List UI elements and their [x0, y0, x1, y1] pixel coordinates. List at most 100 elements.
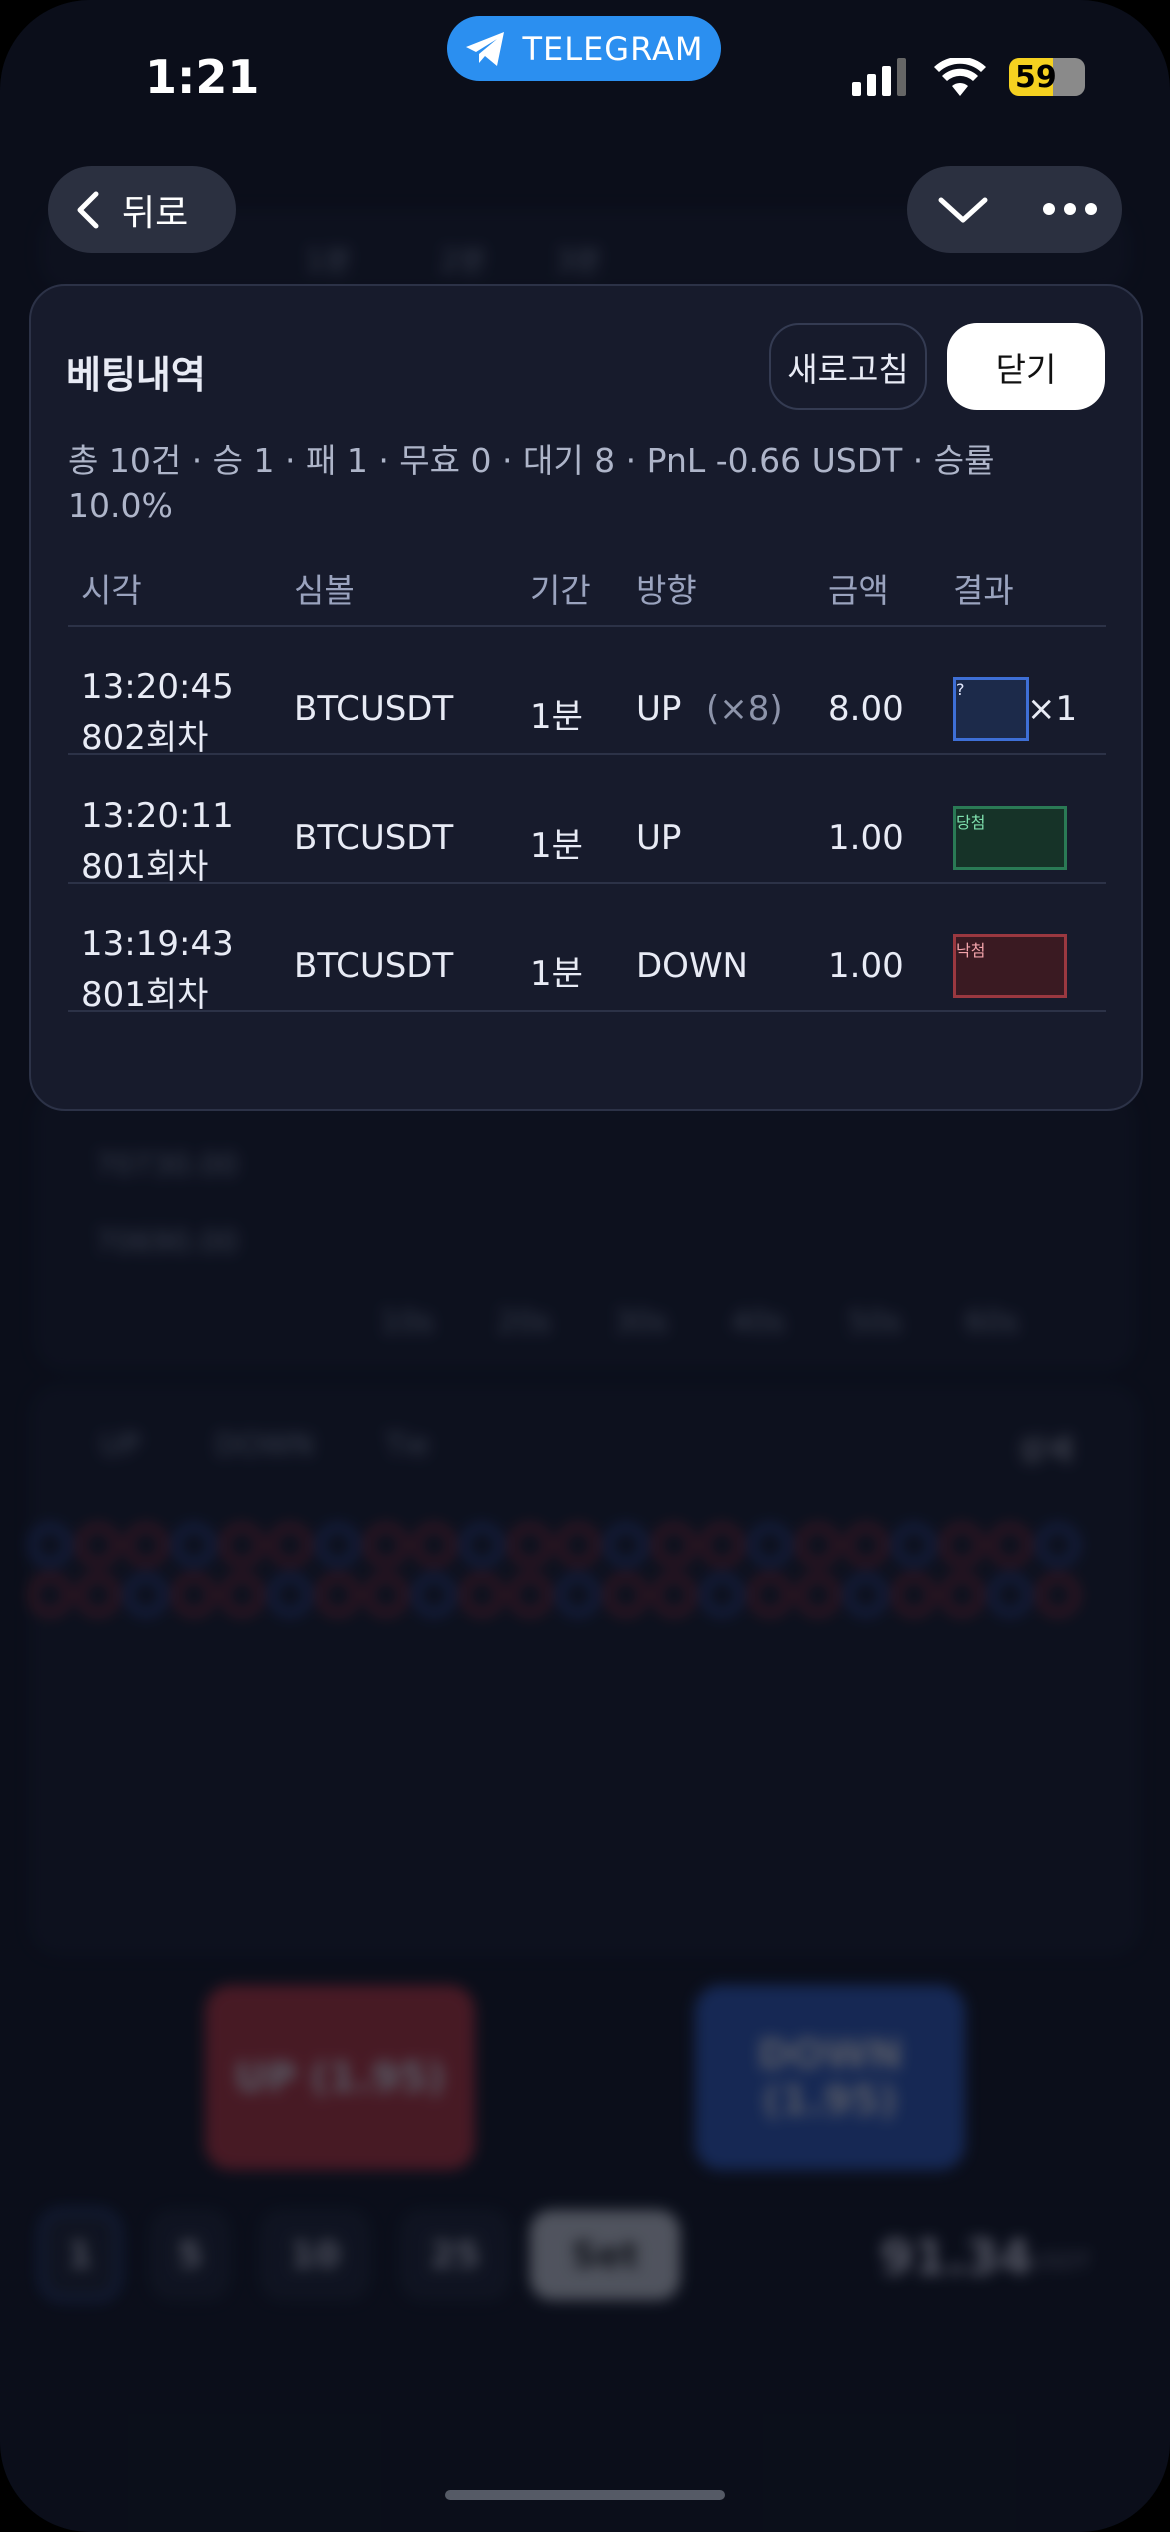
minimize-button[interactable] [937, 192, 989, 228]
result-badge: ? [953, 677, 1029, 741]
road-circle [413, 1524, 455, 1566]
down-button: DOWN (1.95) [695, 1985, 965, 2170]
round: 801회차 [81, 975, 209, 1015]
amount: 1.00 [828, 946, 904, 986]
road-circle [1037, 1574, 1079, 1616]
road-circle [605, 1574, 647, 1616]
chart-y-label: 70690.00 [95, 1225, 239, 1260]
battery-level: 59 [1015, 59, 1057, 95]
status-time: 1:21 [145, 50, 260, 104]
menu-pill [907, 166, 1122, 253]
road-circle [30, 1574, 71, 1616]
chart-x-label: 50s [848, 1305, 902, 1340]
row-divider [68, 882, 1106, 884]
road-circle [317, 1524, 359, 1566]
more-button[interactable] [1042, 202, 1098, 216]
column-header: 결과 [953, 571, 1014, 610]
chart-x-label: 60s [965, 1305, 1019, 1340]
direction: UP [636, 689, 682, 729]
period: 1분 [530, 697, 583, 737]
chip: 10 [260, 2210, 370, 2300]
roadmap-panel [30, 1385, 1140, 1955]
balance: 91.34 [880, 2230, 1032, 2286]
tab: 1분 [305, 244, 352, 279]
road-circle [557, 1574, 599, 1616]
back-label: 뒤로 [122, 192, 189, 234]
home-indicator [445, 2490, 725, 2500]
amount: 1.00 [828, 818, 904, 858]
road-circle [461, 1574, 503, 1616]
telegram-pill[interactable]: TELEGRAM [447, 16, 721, 81]
time: 13:20:11 [81, 796, 234, 836]
road-circle [173, 1524, 215, 1566]
road-circle [77, 1574, 119, 1616]
road-circle [941, 1574, 983, 1616]
bet-history-modal: 베팅내역 새로고침 닫기 총 10건 · 승 1 · 패 1 · 무효 0 · … [29, 284, 1143, 1111]
back-icon [77, 191, 99, 228]
road-circle [317, 1574, 359, 1616]
chart-x-label: 40s [731, 1305, 785, 1340]
roadmap [30, 1524, 1079, 1616]
detail: 상세 [1018, 1433, 1074, 1468]
road-circle [749, 1574, 791, 1616]
chart-x-label: 30s [614, 1305, 668, 1340]
road-circle [653, 1524, 695, 1566]
road-circle [125, 1524, 167, 1566]
road-circle [509, 1524, 551, 1566]
road-circle [845, 1524, 887, 1566]
chip: Set [530, 2210, 680, 2300]
road-circle [941, 1524, 983, 1566]
road-circle [845, 1574, 887, 1616]
road-circle [893, 1524, 935, 1566]
row-divider [68, 1010, 1106, 1012]
chart-y-label: 70730.00 [95, 1148, 239, 1183]
multiplier: (×8) [706, 689, 783, 729]
result-count: ×1 [1027, 689, 1078, 729]
summary: 총 10건 · 승 1 · 패 1 · 무효 0 · 대기 8 · PnL -0… [68, 441, 995, 525]
chip: 5 [150, 2210, 230, 2300]
column-header: 방향 [636, 571, 697, 610]
road-circle [797, 1574, 839, 1616]
road-circle [893, 1574, 935, 1616]
road-circle [653, 1574, 695, 1616]
road-circle [1037, 1524, 1079, 1566]
chart-x-label: 10s [380, 1305, 434, 1340]
road-circle [269, 1524, 311, 1566]
up-button: UP (1.95) [205, 1985, 475, 2170]
road-circle [701, 1574, 743, 1616]
road-circle [221, 1524, 263, 1566]
refresh-button[interactable]: 새로고침 [769, 323, 927, 410]
road-circle [173, 1574, 215, 1616]
result-badge: 당첨 [953, 806, 1067, 870]
chart-x-label: 20s [497, 1305, 551, 1340]
column-header: 금액 [828, 571, 889, 610]
result-badge: 낙첨 [953, 934, 1067, 998]
column-header: 심볼 [294, 571, 355, 610]
round: 801회차 [81, 847, 209, 887]
road-circle [557, 1524, 599, 1566]
period: 1분 [530, 826, 583, 866]
signal-icon [852, 58, 906, 96]
period: 1분 [530, 954, 583, 994]
symbol: BTCUSDT [294, 946, 454, 986]
balance-unit: USDT [1030, 2250, 1091, 2275]
back-button[interactable]: 뒤로 [48, 166, 236, 253]
chip: 25 [400, 2210, 510, 2300]
header-divider [68, 625, 1106, 627]
chart-panel [35, 1090, 1135, 1370]
legend-item: DOWN [215, 1428, 314, 1463]
chip: 1 [40, 2210, 120, 2300]
direction: DOWN [636, 946, 748, 986]
road-circle [269, 1574, 311, 1616]
road-circle [989, 1574, 1031, 1616]
direction: UP [636, 818, 682, 858]
telegram-label: TELEGRAM [522, 29, 704, 68]
road-circle [989, 1524, 1031, 1566]
modal-title: 베팅내역 [66, 353, 206, 397]
road-circle [365, 1574, 407, 1616]
column-header: 기간 [530, 571, 591, 610]
tab: 2분 [440, 244, 487, 279]
close-button[interactable]: 닫기 [947, 323, 1105, 410]
road-circle [797, 1524, 839, 1566]
